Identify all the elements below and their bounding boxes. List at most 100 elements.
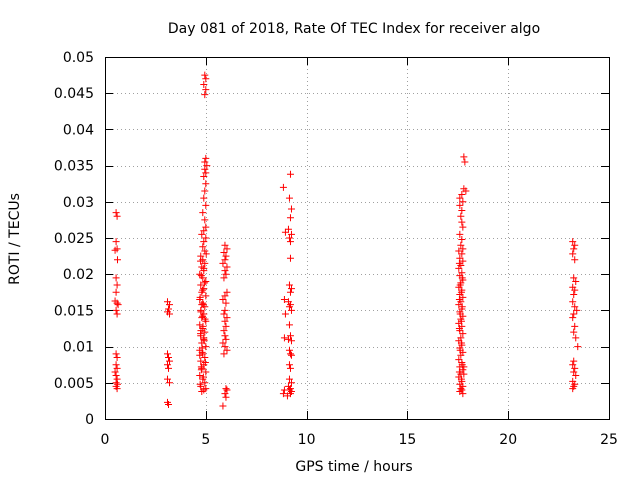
data-point — [286, 364, 294, 372]
data-point — [197, 357, 205, 365]
data-point — [456, 194, 464, 202]
data-point — [286, 350, 294, 358]
data-point — [202, 86, 210, 94]
data-point — [113, 310, 121, 318]
data-point — [569, 238, 577, 246]
data-point — [221, 256, 229, 264]
data-point — [219, 402, 227, 410]
data-point — [111, 368, 119, 376]
data-point — [574, 343, 582, 351]
data-point — [222, 252, 230, 260]
data-point — [280, 334, 288, 342]
data-point — [201, 259, 209, 267]
y-tick-label: 0.025 — [54, 231, 94, 247]
data-point — [458, 235, 466, 243]
data-point — [166, 301, 174, 309]
y-tick-label: 0.02 — [63, 267, 94, 283]
data-point — [113, 212, 121, 220]
data-point — [199, 243, 207, 251]
data-point — [220, 248, 228, 256]
data-point — [201, 158, 209, 166]
data-point — [221, 332, 229, 340]
data-point — [458, 250, 466, 258]
data-point — [457, 288, 465, 296]
data-point — [456, 201, 464, 209]
data-point — [112, 306, 120, 314]
data-point — [201, 353, 209, 361]
data-point — [456, 346, 464, 354]
data-point — [223, 263, 231, 271]
data-point — [165, 353, 173, 361]
data-point — [285, 361, 293, 369]
data-point — [221, 306, 229, 314]
data-point — [200, 194, 208, 202]
data-point — [197, 272, 205, 280]
data-point — [196, 293, 204, 301]
data-point — [221, 241, 229, 249]
data-point — [572, 372, 580, 380]
data-point — [569, 385, 577, 393]
data-point — [223, 245, 231, 253]
data-point — [573, 306, 581, 314]
data-point — [221, 317, 229, 325]
data-points — [111, 71, 582, 410]
data-point — [569, 314, 577, 322]
data-point — [200, 238, 208, 246]
data-point — [460, 153, 468, 161]
data-point — [219, 296, 227, 304]
data-point — [219, 339, 227, 347]
data-point — [163, 350, 171, 358]
data-point — [197, 281, 205, 289]
data-point — [286, 254, 294, 262]
data-point — [221, 390, 229, 398]
data-point — [198, 230, 206, 238]
data-point — [455, 368, 463, 376]
data-point — [287, 351, 295, 359]
data-point — [571, 364, 579, 372]
data-point — [197, 308, 205, 316]
data-point — [455, 247, 463, 255]
data-point — [285, 303, 293, 311]
data-point — [202, 201, 210, 209]
x-tick-label: 0 — [101, 432, 110, 448]
data-point — [221, 267, 229, 275]
data-point — [199, 322, 207, 330]
data-point — [202, 154, 210, 162]
data-point — [459, 223, 467, 231]
data-point — [569, 361, 577, 369]
x-tick-label: 10 — [298, 432, 316, 448]
data-point — [220, 350, 228, 358]
data-point — [223, 314, 231, 322]
data-point — [222, 393, 230, 401]
data-point — [458, 274, 466, 282]
y-tick-label: 0.05 — [63, 50, 94, 66]
data-point — [286, 288, 294, 296]
x-tick-label: 25 — [600, 432, 618, 448]
data-point — [199, 373, 207, 381]
data-point — [458, 206, 466, 214]
data-point — [197, 327, 205, 335]
data-point — [279, 183, 287, 191]
data-point — [570, 357, 578, 365]
data-point — [285, 375, 293, 383]
data-point — [197, 257, 205, 265]
data-point — [113, 281, 121, 289]
data-point — [287, 285, 295, 293]
data-point — [220, 274, 228, 282]
data-point — [572, 277, 580, 285]
data-point — [198, 301, 206, 309]
data-point — [113, 256, 121, 264]
data-point — [199, 312, 207, 320]
data-point — [166, 357, 174, 365]
data-point — [462, 187, 470, 195]
y-tick-label: 0.03 — [63, 195, 94, 211]
y-axis-label: ROTI / TECUs — [7, 193, 23, 285]
data-point — [220, 327, 228, 335]
data-point — [280, 386, 288, 394]
data-point — [196, 372, 204, 380]
data-point — [281, 310, 289, 318]
data-point — [200, 334, 208, 342]
data-point — [197, 363, 205, 371]
data-point — [459, 330, 467, 338]
data-point — [114, 301, 122, 309]
